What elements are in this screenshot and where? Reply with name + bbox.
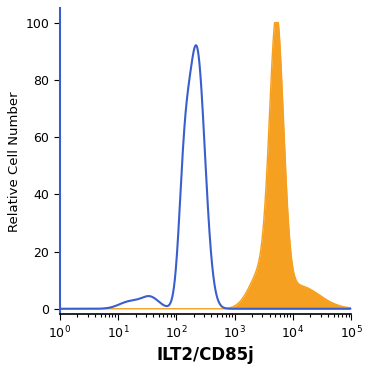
Y-axis label: Relative Cell Number: Relative Cell Number (8, 91, 22, 232)
X-axis label: ILT2/CD85j: ILT2/CD85j (157, 346, 255, 364)
